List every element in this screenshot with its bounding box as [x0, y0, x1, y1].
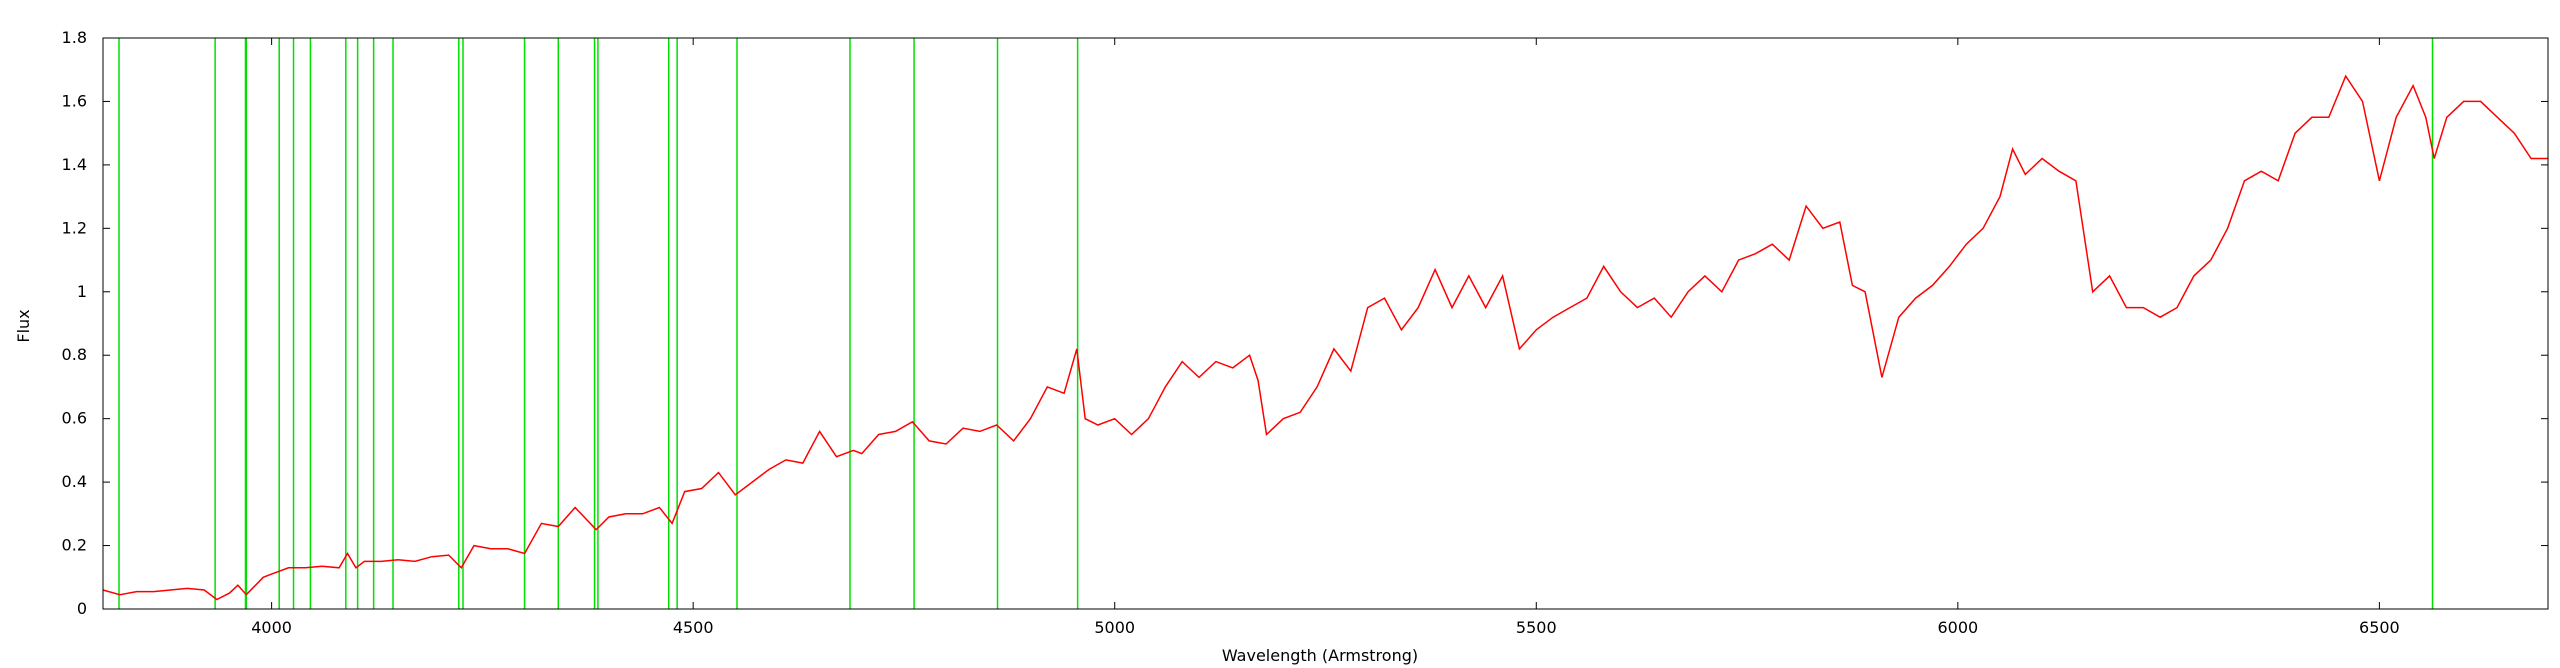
y-axis-ticks: 0 0.2 0.4 0.6 0.8 1 1.2 1.4 1.6 1.8 [62, 28, 2548, 618]
y-axis-label: Flux [14, 309, 33, 342]
y-tick-label: 0.6 [62, 409, 87, 428]
x-tick-label: 5000 [1094, 618, 1135, 637]
y-tick-label: 1.4 [62, 155, 87, 174]
x-axis-label: Wavelength (Armstrong) [1222, 646, 1418, 665]
y-tick-label: 1 [77, 282, 87, 301]
x-tick-label: 6500 [2359, 618, 2400, 637]
flux-series-line [102, 74, 2548, 601]
x-axis-ticks: 4000 4500 5000 5500 6000 6500 [251, 38, 2400, 637]
marker-lines [118, 38, 2434, 609]
x-tick-label: 4500 [673, 618, 714, 637]
plot-frame [102, 37, 2549, 610]
y-tick-label: 0.2 [62, 536, 87, 555]
x-tick-label: 4000 [251, 618, 292, 637]
y-tick-label: 1.8 [62, 28, 87, 47]
x-tick-label: 5500 [1516, 618, 1557, 637]
y-tick-label: 1.6 [62, 91, 87, 110]
y-tick-label: 0 [77, 599, 87, 618]
y-tick-label: 0.8 [62, 345, 87, 364]
x-tick-label: 6000 [1937, 618, 1978, 637]
y-tick-label: 0.4 [62, 472, 87, 491]
y-tick-label: 1.2 [62, 218, 87, 237]
